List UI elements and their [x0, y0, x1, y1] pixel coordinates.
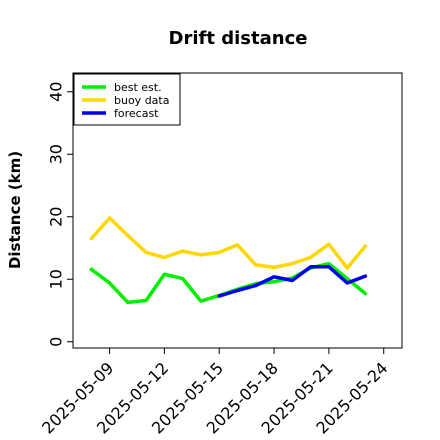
- chart-title: Drift distance: [169, 28, 308, 49]
- series-line-forecast: [217, 265, 368, 298]
- series-line-buoy-data: [89, 216, 368, 270]
- plot-frame: [72, 72, 403, 349]
- y-tick-label: 30: [47, 144, 66, 164]
- legend-label-forecast: forecast: [114, 107, 159, 120]
- y-tick-label: 0: [47, 337, 66, 347]
- legend-label-best-est: best est.: [114, 81, 162, 94]
- x-axis: 2025-05-092025-05-122025-05-152025-05-18…: [38, 348, 392, 438]
- legend-label-buoy-data: buoy data: [114, 94, 169, 107]
- y-tick-label: 40: [47, 82, 66, 102]
- series-line-best-est: [89, 261, 368, 305]
- series-layer: [89, 216, 368, 305]
- y-axis-label: Distance (km): [6, 151, 24, 269]
- y-tick-label: 20: [47, 207, 66, 227]
- y-axis: 0 10 20 30 40: [47, 82, 73, 347]
- y-tick-label: 10: [47, 269, 66, 289]
